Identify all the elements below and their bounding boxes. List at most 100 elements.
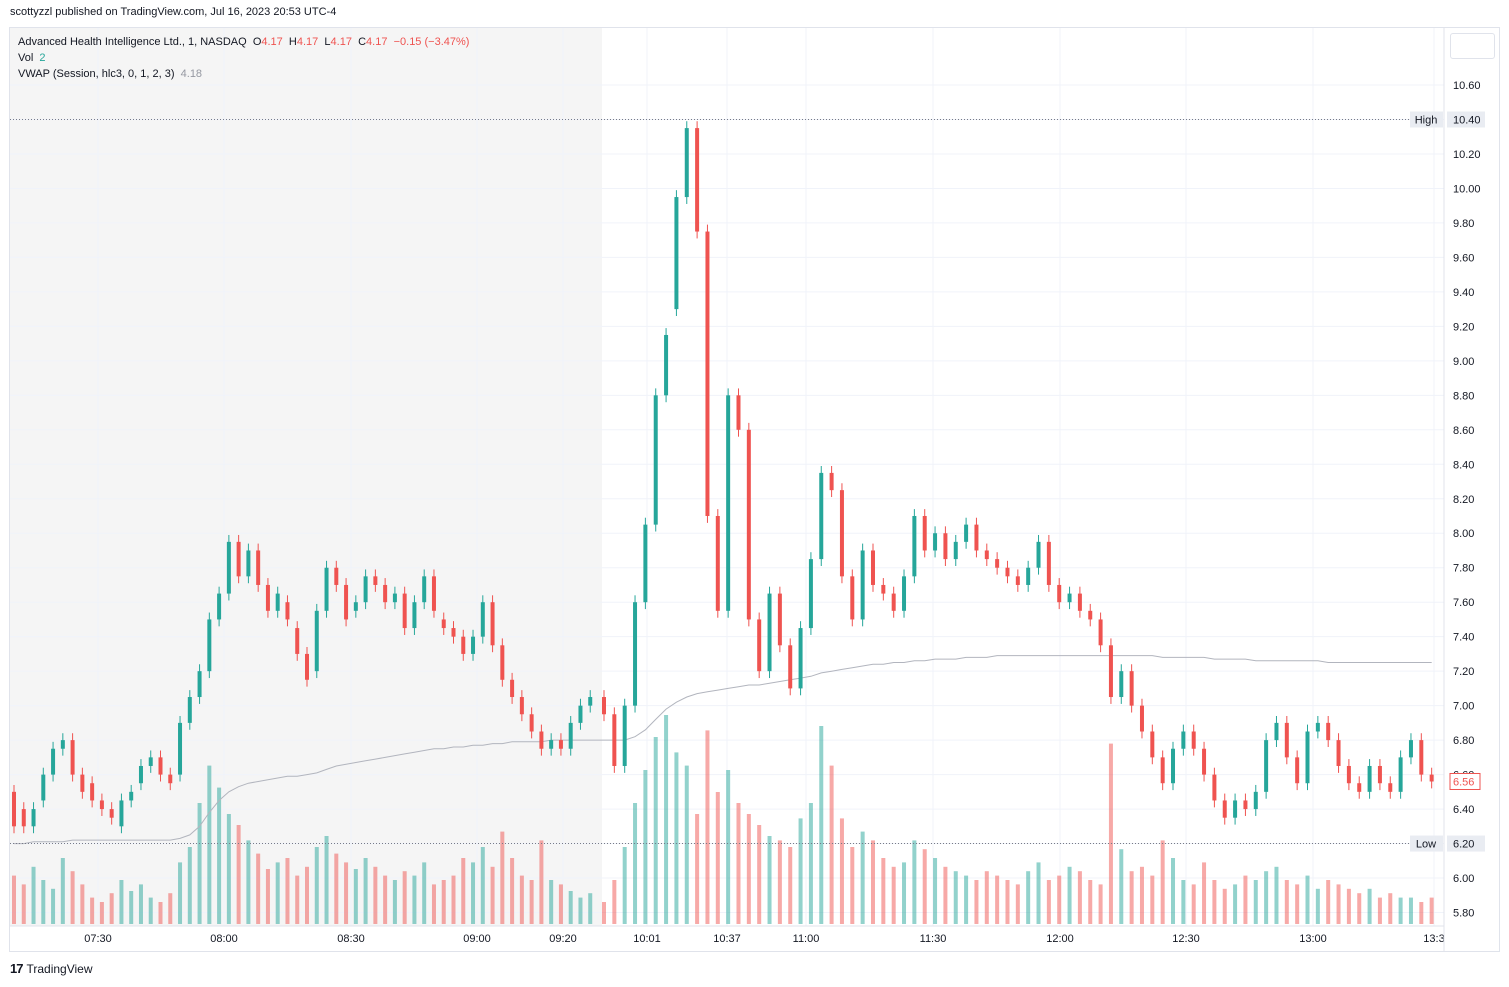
candle-body [1388, 783, 1393, 792]
candle-body [1119, 671, 1124, 698]
candle-body [1005, 567, 1010, 577]
candle-body [602, 697, 606, 715]
volume-bar [295, 875, 300, 924]
candle-body [1202, 748, 1207, 775]
volume-bar [1346, 888, 1351, 924]
candle-body [31, 809, 36, 827]
volume-bar [1408, 897, 1413, 924]
volume-bar [1150, 875, 1155, 924]
candle-body [622, 705, 627, 766]
last-price-label: 6.56 [1453, 776, 1474, 788]
legend-volume-value: 2 [39, 52, 46, 64]
legend-symbol[interactable]: Advanced Health Intelligence Ltd., 1, NA… [18, 36, 247, 48]
legend-volume-label[interactable]: Vol [18, 52, 34, 64]
candle-body [178, 722, 183, 775]
volume-bar [334, 853, 339, 924]
volume-bar [1305, 875, 1310, 924]
volume-bar [168, 893, 173, 924]
legend-vwap-label[interactable]: VWAP (Session, hlc3, 0, 1, 2, 3) [18, 68, 175, 80]
volume-bar [60, 858, 65, 924]
y-tick-label: 7.00 [1453, 701, 1474, 713]
volume-bar [324, 836, 329, 924]
volume-bar [870, 840, 875, 924]
candle-body [1222, 800, 1227, 818]
volume-bar [236, 825, 241, 924]
volume-bar [1398, 897, 1403, 924]
candle-body [285, 602, 290, 620]
candle-body [490, 602, 495, 646]
y-tick-label: 6.40 [1453, 804, 1474, 816]
volume-bar [622, 847, 627, 924]
volume-bar [1253, 880, 1258, 924]
legend-close-label: C [358, 36, 367, 48]
volume-bar [217, 787, 222, 924]
legend-low-label: L [324, 36, 331, 48]
x-tick-label: 09:00 [463, 933, 491, 945]
legend-volume-row: Vol 2 [18, 50, 469, 66]
candle-body [12, 791, 16, 827]
candle-body [51, 748, 56, 775]
candle-body [1295, 757, 1300, 784]
candle-body [1243, 800, 1248, 810]
candle-body [1139, 705, 1144, 732]
volume-bar [633, 803, 638, 924]
vwap-line [14, 655, 1432, 845]
candle-body [138, 765, 143, 784]
candle-body [664, 334, 669, 396]
volume-bar [99, 902, 104, 924]
candle-body [295, 628, 300, 654]
candle-body [1346, 765, 1351, 784]
candle-body [451, 628, 456, 637]
candle-body [643, 524, 648, 603]
volume-bar [1088, 880, 1093, 924]
candle-body [1212, 774, 1217, 801]
candle-body [777, 593, 782, 646]
candle-body [953, 541, 958, 560]
y-tick-label: 6.00 [1453, 873, 1474, 885]
candle-body [633, 602, 638, 706]
y-tick-label: 7.60 [1453, 597, 1474, 609]
candle-body [995, 559, 1000, 568]
volume-bar [1139, 866, 1144, 924]
candle-body [912, 516, 917, 577]
candle-body [558, 740, 563, 749]
volume-bar [664, 715, 669, 924]
candle-body [1264, 740, 1269, 792]
candle-body [850, 576, 855, 620]
y-tick-label: 10.20 [1453, 149, 1481, 161]
volume-bar [1108, 743, 1113, 924]
candle-body [383, 584, 388, 603]
y-tick-label: 8.00 [1453, 528, 1474, 540]
volume-bar [736, 803, 741, 924]
candle-body [334, 567, 339, 585]
volume-bar [461, 858, 466, 924]
candle-body [412, 602, 417, 629]
candle-body [1408, 740, 1413, 758]
price-scale-button[interactable] [1450, 33, 1495, 59]
volume-bar [363, 858, 368, 924]
candle-body [158, 757, 163, 775]
volume-bar [422, 862, 427, 924]
volume-bar [519, 875, 524, 924]
last-price-box [1449, 772, 1481, 790]
volume-bar [715, 792, 720, 924]
volume-bar [902, 862, 907, 924]
volume-bar [839, 818, 844, 924]
tradingview-logo-icon[interactable]: 17 [10, 961, 24, 976]
footer-brand[interactable]: TradingView [26, 961, 93, 976]
candle-body [1036, 541, 1041, 568]
volume-bar [1036, 862, 1041, 924]
volume-bar [21, 884, 26, 924]
candle-body [363, 576, 368, 603]
low-value: 6.20 [1453, 839, 1474, 851]
candle-body [964, 524, 969, 542]
volume-bar [808, 803, 813, 924]
candle-body [933, 533, 938, 551]
volume-bar [441, 880, 446, 924]
candle-body [217, 593, 222, 620]
volume-bar [187, 847, 192, 924]
candle-body [1150, 731, 1155, 758]
volume-bar [726, 770, 731, 924]
volume-bar [353, 869, 358, 924]
